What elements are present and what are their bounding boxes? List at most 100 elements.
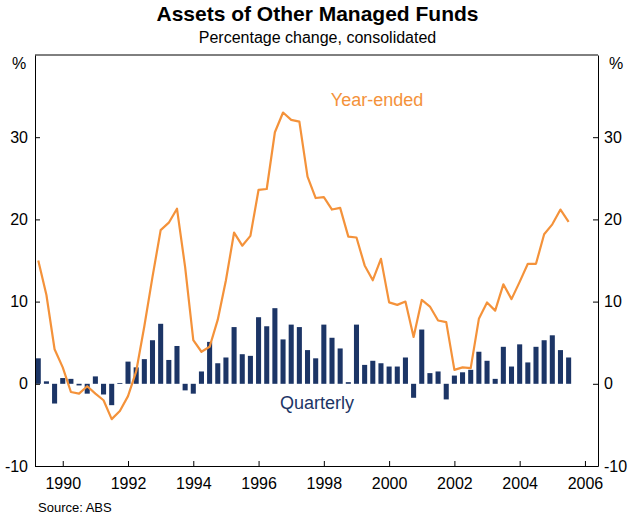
y-axis-label: %: [12, 55, 26, 72]
tick-label: 1992: [111, 475, 147, 492]
bar: [329, 338, 334, 384]
tick: 1994: [176, 461, 212, 492]
line: [38, 113, 568, 420]
bar: [533, 347, 538, 384]
tick-label: 10: [10, 293, 28, 310]
bar: [77, 384, 82, 386]
tick-label: 1996: [241, 475, 277, 492]
tick: 2000: [372, 461, 408, 492]
tick-mark: [593, 302, 598, 303]
bar: [468, 370, 473, 384]
tick-mark: [35, 137, 40, 138]
bar: [240, 354, 245, 384]
bar: [60, 378, 65, 384]
tick: 0: [19, 375, 40, 392]
bar: [174, 346, 179, 384]
tick-mark: [35, 302, 40, 303]
source: Source: ABS: [38, 500, 112, 515]
tick-mark: [520, 461, 521, 466]
tick-label: 0: [19, 375, 28, 392]
bar: [354, 325, 359, 384]
bar: [125, 362, 130, 384]
tick: 10: [593, 293, 622, 310]
tick: 10: [10, 293, 40, 310]
bar: [272, 308, 277, 384]
tick: 2002: [437, 461, 473, 492]
bar: [183, 384, 188, 391]
tick: -10: [5, 458, 40, 475]
x-axis: 1990 1992 1994 1996 1998 2000 2002 2004 2006: [36, 461, 604, 492]
y-axis: -10 0 10 20 30: [5, 56, 40, 475]
bar: [313, 358, 318, 383]
bar: [223, 357, 228, 383]
tick-label: 1990: [45, 475, 81, 492]
tick-label: 1998: [307, 475, 343, 492]
tick-label: -10: [5, 458, 28, 475]
bar: [142, 359, 147, 384]
bar: [281, 339, 286, 383]
bar: [452, 376, 457, 384]
axis-line: [598, 56, 599, 467]
bar: [509, 367, 514, 384]
axis-line: [35, 56, 36, 467]
tick-mark: [193, 461, 194, 466]
y2-axis-label: %: [609, 55, 623, 72]
tick: 20: [593, 211, 622, 228]
tick: 0: [593, 375, 613, 392]
bar: [338, 348, 343, 383]
bar: [215, 363, 220, 384]
tick: 2004: [502, 461, 538, 492]
series-label: Quarterly: [280, 393, 354, 413]
bar: [150, 340, 155, 384]
bar: [542, 340, 547, 384]
bar: [362, 365, 367, 384]
plot-marks: [36, 113, 571, 420]
bar: [517, 344, 522, 383]
tick-mark: [35, 219, 40, 220]
bar: [395, 367, 400, 384]
tick: 2006: [568, 461, 604, 492]
plot-frame-top: [35, 55, 598, 56]
bar: [36, 358, 41, 383]
bar: [436, 371, 441, 383]
tick-label: 1994: [176, 475, 212, 492]
bar: [411, 384, 416, 398]
bar: [93, 376, 98, 383]
bar: [370, 361, 375, 384]
tick: 1990: [45, 461, 81, 492]
bar: [558, 350, 563, 384]
bar: [550, 335, 555, 383]
bar: [232, 327, 237, 384]
bar: [264, 326, 269, 384]
bar: [321, 325, 326, 384]
tick: 1992: [111, 461, 147, 492]
tick-label: 2004: [502, 475, 538, 492]
bar: [460, 372, 465, 384]
tick-mark: [324, 461, 325, 466]
bar: [346, 382, 351, 384]
tick-mark: [259, 461, 260, 466]
bar: [256, 317, 261, 384]
tick-label: 10: [604, 293, 622, 310]
bar: [493, 379, 498, 384]
tick-label: 20: [10, 211, 28, 228]
tick-label: 2006: [568, 475, 604, 492]
bar-series: [36, 308, 571, 405]
bar: [158, 324, 163, 384]
bar: [419, 330, 424, 384]
bar: [248, 356, 253, 384]
tick-label: 30: [604, 129, 622, 146]
subtitle: Percentage change, consolidated: [199, 29, 437, 46]
bar: [117, 382, 122, 384]
tick-label: 0: [604, 375, 613, 392]
bar: [199, 371, 204, 383]
tick-label: 30: [10, 129, 28, 146]
tick-label: 2002: [437, 475, 473, 492]
bar: [297, 327, 302, 384]
title: Assets of Other Managed Funds: [156, 2, 478, 25]
bar: [525, 362, 530, 383]
tick: 30: [10, 129, 40, 146]
tick-mark: [63, 461, 64, 466]
bar: [403, 357, 408, 383]
bar: [476, 352, 481, 384]
